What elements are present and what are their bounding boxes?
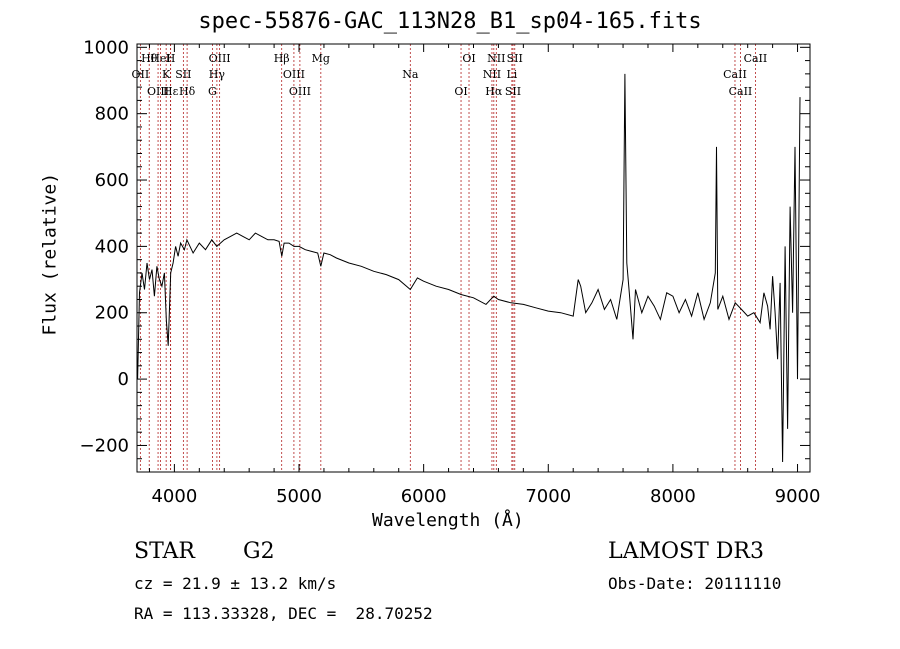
line-label-OIII: OIII: [209, 52, 231, 65]
line-label-Hθ: Hθ: [141, 52, 158, 65]
chart-title: spec-55876-GAC_113N28_B1_sp04-165.fits: [198, 9, 702, 34]
line-label-K: K: [162, 68, 171, 81]
x-tick-label: 9000: [775, 486, 821, 507]
survey-name: LAMOST DR3: [608, 539, 764, 564]
line-label-OIII: OIII: [147, 85, 169, 98]
line-label-Hγ: Hγ: [209, 68, 226, 81]
observation-date: Obs-Date: 20111110: [608, 574, 782, 593]
y-tick-label: 600: [95, 170, 129, 191]
line-label-Hε: Hε: [163, 85, 179, 98]
line-label-CaII: CaII: [723, 68, 747, 81]
x-axis-label: Wavelength (Å): [372, 510, 524, 531]
axis-ticks: 4000 5000 6000 7000 8000 9000 −200 0 200 400 600 80…: [80, 37, 821, 507]
line-label-Mg: Mg: [312, 52, 330, 65]
y-axis-label: Flux (relative): [39, 172, 61, 336]
spectral-subclass: G2: [243, 539, 275, 564]
line-label-Li: Li: [506, 68, 517, 81]
x-tick-label: 6000: [401, 486, 447, 507]
line-label-OIII: OIII: [283, 68, 305, 81]
line-label-CaII: CaII: [744, 52, 768, 65]
y-tick-label: 200: [95, 303, 129, 324]
line-label-Hα: Hα: [485, 85, 503, 98]
y-tick-label: 400: [95, 236, 129, 257]
y-tick-label: 0: [118, 369, 129, 390]
line-label-OI: OI: [462, 52, 475, 65]
sky-coordinates: RA = 113.33328, DEC = 28.70252: [134, 604, 433, 623]
flux-series-line: [137, 73, 801, 463]
object-type: STAR: [134, 539, 195, 564]
redshift-velocity: cz = 21.9 ± 13.2 km/s: [134, 574, 337, 593]
line-label-Hδ: Hδ: [179, 85, 196, 98]
line-label-CaII: CaII: [729, 85, 753, 98]
x-tick-label: 7000: [525, 486, 571, 507]
x-tick-label: 8000: [650, 486, 696, 507]
line-label-SII: SII: [505, 85, 521, 98]
line-label-HeI: HeI: [150, 52, 170, 65]
line-label-OIII: OIII: [289, 85, 311, 98]
spectral-line-labels: Hθ OII OIII HeI K Hε H SII Hδ OIII Hγ G Hβ OIII OIII Mg…: [132, 52, 768, 98]
spectral-line-markers: [139, 44, 756, 472]
line-label-G: G: [208, 85, 217, 98]
line-label-OII: OII: [132, 68, 150, 81]
line-label-SII: SII: [507, 52, 523, 65]
y-tick-label: 1000: [83, 37, 129, 58]
line-label-Na: Na: [402, 68, 419, 81]
line-label-OI: OI: [454, 85, 467, 98]
line-label-H: H: [166, 52, 176, 65]
line-label-Hβ: Hβ: [274, 52, 290, 65]
line-label-NII: NII: [483, 68, 501, 81]
plot-frame: [136, 43, 811, 473]
line-label-NII: NII: [487, 52, 505, 65]
y-tick-label: 800: [95, 104, 129, 125]
x-tick-label: 5000: [276, 486, 322, 507]
x-tick-label: 4000: [151, 486, 197, 507]
y-tick-label: −200: [80, 435, 129, 456]
line-label-SII: SII: [175, 68, 191, 81]
